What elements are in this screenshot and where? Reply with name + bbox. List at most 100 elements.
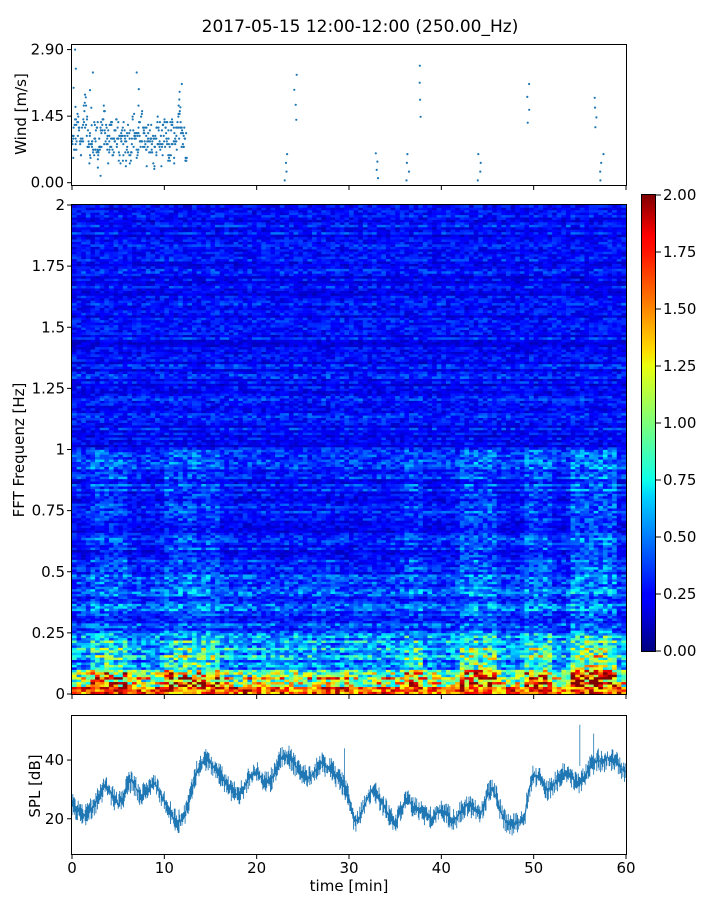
- spectrogram-cell: [95, 665, 100, 668]
- spectrogram-cell: [95, 601, 100, 604]
- spectrogram-cell: [72, 310, 77, 313]
- spectrogram-cell: [81, 286, 86, 289]
- spectrogram-cell: [81, 205, 86, 208]
- spectrogram-cell: [90, 254, 95, 257]
- wind-point: [147, 132, 149, 134]
- spectrogram-cell: [95, 684, 100, 687]
- spectrogram-cell: [90, 513, 95, 516]
- spectrogram-cell: [72, 655, 77, 658]
- wind-point: [595, 116, 597, 118]
- spectrogram-cell: [86, 689, 91, 692]
- wind-point: [126, 132, 128, 134]
- spectrogram-cell: [90, 388, 95, 391]
- wind-point: [82, 140, 84, 142]
- spectrogram-cell: [81, 677, 86, 680]
- wind-point: [375, 152, 377, 154]
- spectrogram-cell: [72, 396, 77, 399]
- spectrogram-cell: [81, 498, 86, 501]
- wind-point: [121, 129, 123, 131]
- spectrogram-cell: [72, 364, 77, 367]
- wind-point: [110, 146, 112, 148]
- spectrogram-cell: [72, 496, 77, 499]
- spectrogram-cell: [77, 665, 82, 668]
- spectrogram-cell: [90, 227, 95, 230]
- spectrogram-cell: [86, 364, 91, 367]
- wind-point: [285, 162, 287, 164]
- spectrogram-cell: [72, 582, 77, 585]
- wind-point: [156, 121, 158, 123]
- wind-point: [122, 127, 124, 129]
- wind-point: [92, 71, 94, 73]
- wind-point: [134, 135, 136, 137]
- spectrogram-cell: [72, 315, 77, 318]
- spectrogram-cell: [86, 327, 91, 330]
- wind-point: [132, 118, 134, 120]
- spectrogram-cell: [86, 530, 91, 533]
- spectrogram-cell: [81, 386, 86, 389]
- spectrogram-cell: [86, 626, 91, 629]
- spectrogram-cell: [86, 247, 91, 250]
- spectrogram-cell: [77, 393, 82, 396]
- spectrogram-cell: [86, 381, 91, 384]
- wind-point: [81, 138, 83, 140]
- spectrogram-cell: [72, 547, 77, 550]
- spectrogram-cell: [72, 251, 77, 254]
- spectrogram-cell: [72, 687, 77, 690]
- spectrogram-cell: [72, 525, 77, 528]
- spectrogram-cell: [90, 205, 95, 208]
- spectrogram-cell: [81, 604, 86, 607]
- spectrogram-cell: [90, 244, 95, 247]
- spectrogram-cell: [72, 572, 77, 575]
- wind-point: [171, 121, 173, 123]
- spectrogram-cell: [81, 401, 86, 404]
- spectrogram-cell: [90, 662, 95, 665]
- wind-point: [185, 132, 187, 134]
- spectrogram-cell: [72, 472, 77, 475]
- wind-point: [131, 143, 133, 145]
- wind-point: [83, 105, 85, 107]
- wind-point: [104, 132, 106, 134]
- spectrogram-cell: [86, 467, 91, 470]
- spectrogram-cell: [86, 479, 91, 482]
- spectrogram-cell: [77, 638, 82, 641]
- spectrogram-cell: [86, 672, 91, 675]
- spectrogram-cell: [86, 572, 91, 575]
- spectrogram-cell: [77, 440, 82, 443]
- spectrogram-cell: [90, 501, 95, 504]
- spectrogram-cell: [72, 674, 77, 677]
- spectrogram-cell: [90, 682, 95, 685]
- spectrogram-cell: [90, 650, 95, 653]
- spectrogram-cell: [77, 410, 82, 413]
- spectrogram-cell: [95, 692, 100, 695]
- wind-point: [296, 74, 298, 76]
- spectrogram-cell: [86, 237, 91, 240]
- spectrogram-cell: [86, 552, 91, 555]
- spectrogram-cell: [90, 303, 95, 306]
- spectrogram-cell: [72, 498, 77, 501]
- spectrogram-cell: [77, 689, 82, 692]
- spectrogram-cell: [72, 403, 77, 406]
- spectrogram-cell: [86, 525, 91, 528]
- spectrogram-cell: [77, 648, 82, 651]
- spectrogram-cell: [95, 591, 100, 594]
- spectrogram-cell: [77, 584, 82, 587]
- spectrogram-cell: [72, 300, 77, 303]
- spectrogram-cell: [90, 366, 95, 369]
- wind-point: [157, 127, 159, 129]
- wind-point: [159, 140, 161, 142]
- spectrogram-cell: [72, 320, 77, 323]
- spectrogram-cell: [72, 689, 77, 692]
- spectrogram-cell: [72, 435, 77, 438]
- spectrogram-cell: [90, 564, 95, 567]
- spectrogram-cell: [81, 552, 86, 555]
- wind-point: [80, 154, 82, 156]
- spectrogram-cell: [81, 640, 86, 643]
- wind-point: [168, 143, 170, 145]
- wind-point: [112, 154, 114, 156]
- wind-point: [171, 124, 173, 126]
- spectrogram-cell: [90, 616, 95, 619]
- spectrogram-cell: [90, 295, 95, 298]
- wind-point: [168, 157, 170, 159]
- spectrogram-cell: [77, 337, 82, 340]
- spectrogram-cell: [86, 405, 91, 408]
